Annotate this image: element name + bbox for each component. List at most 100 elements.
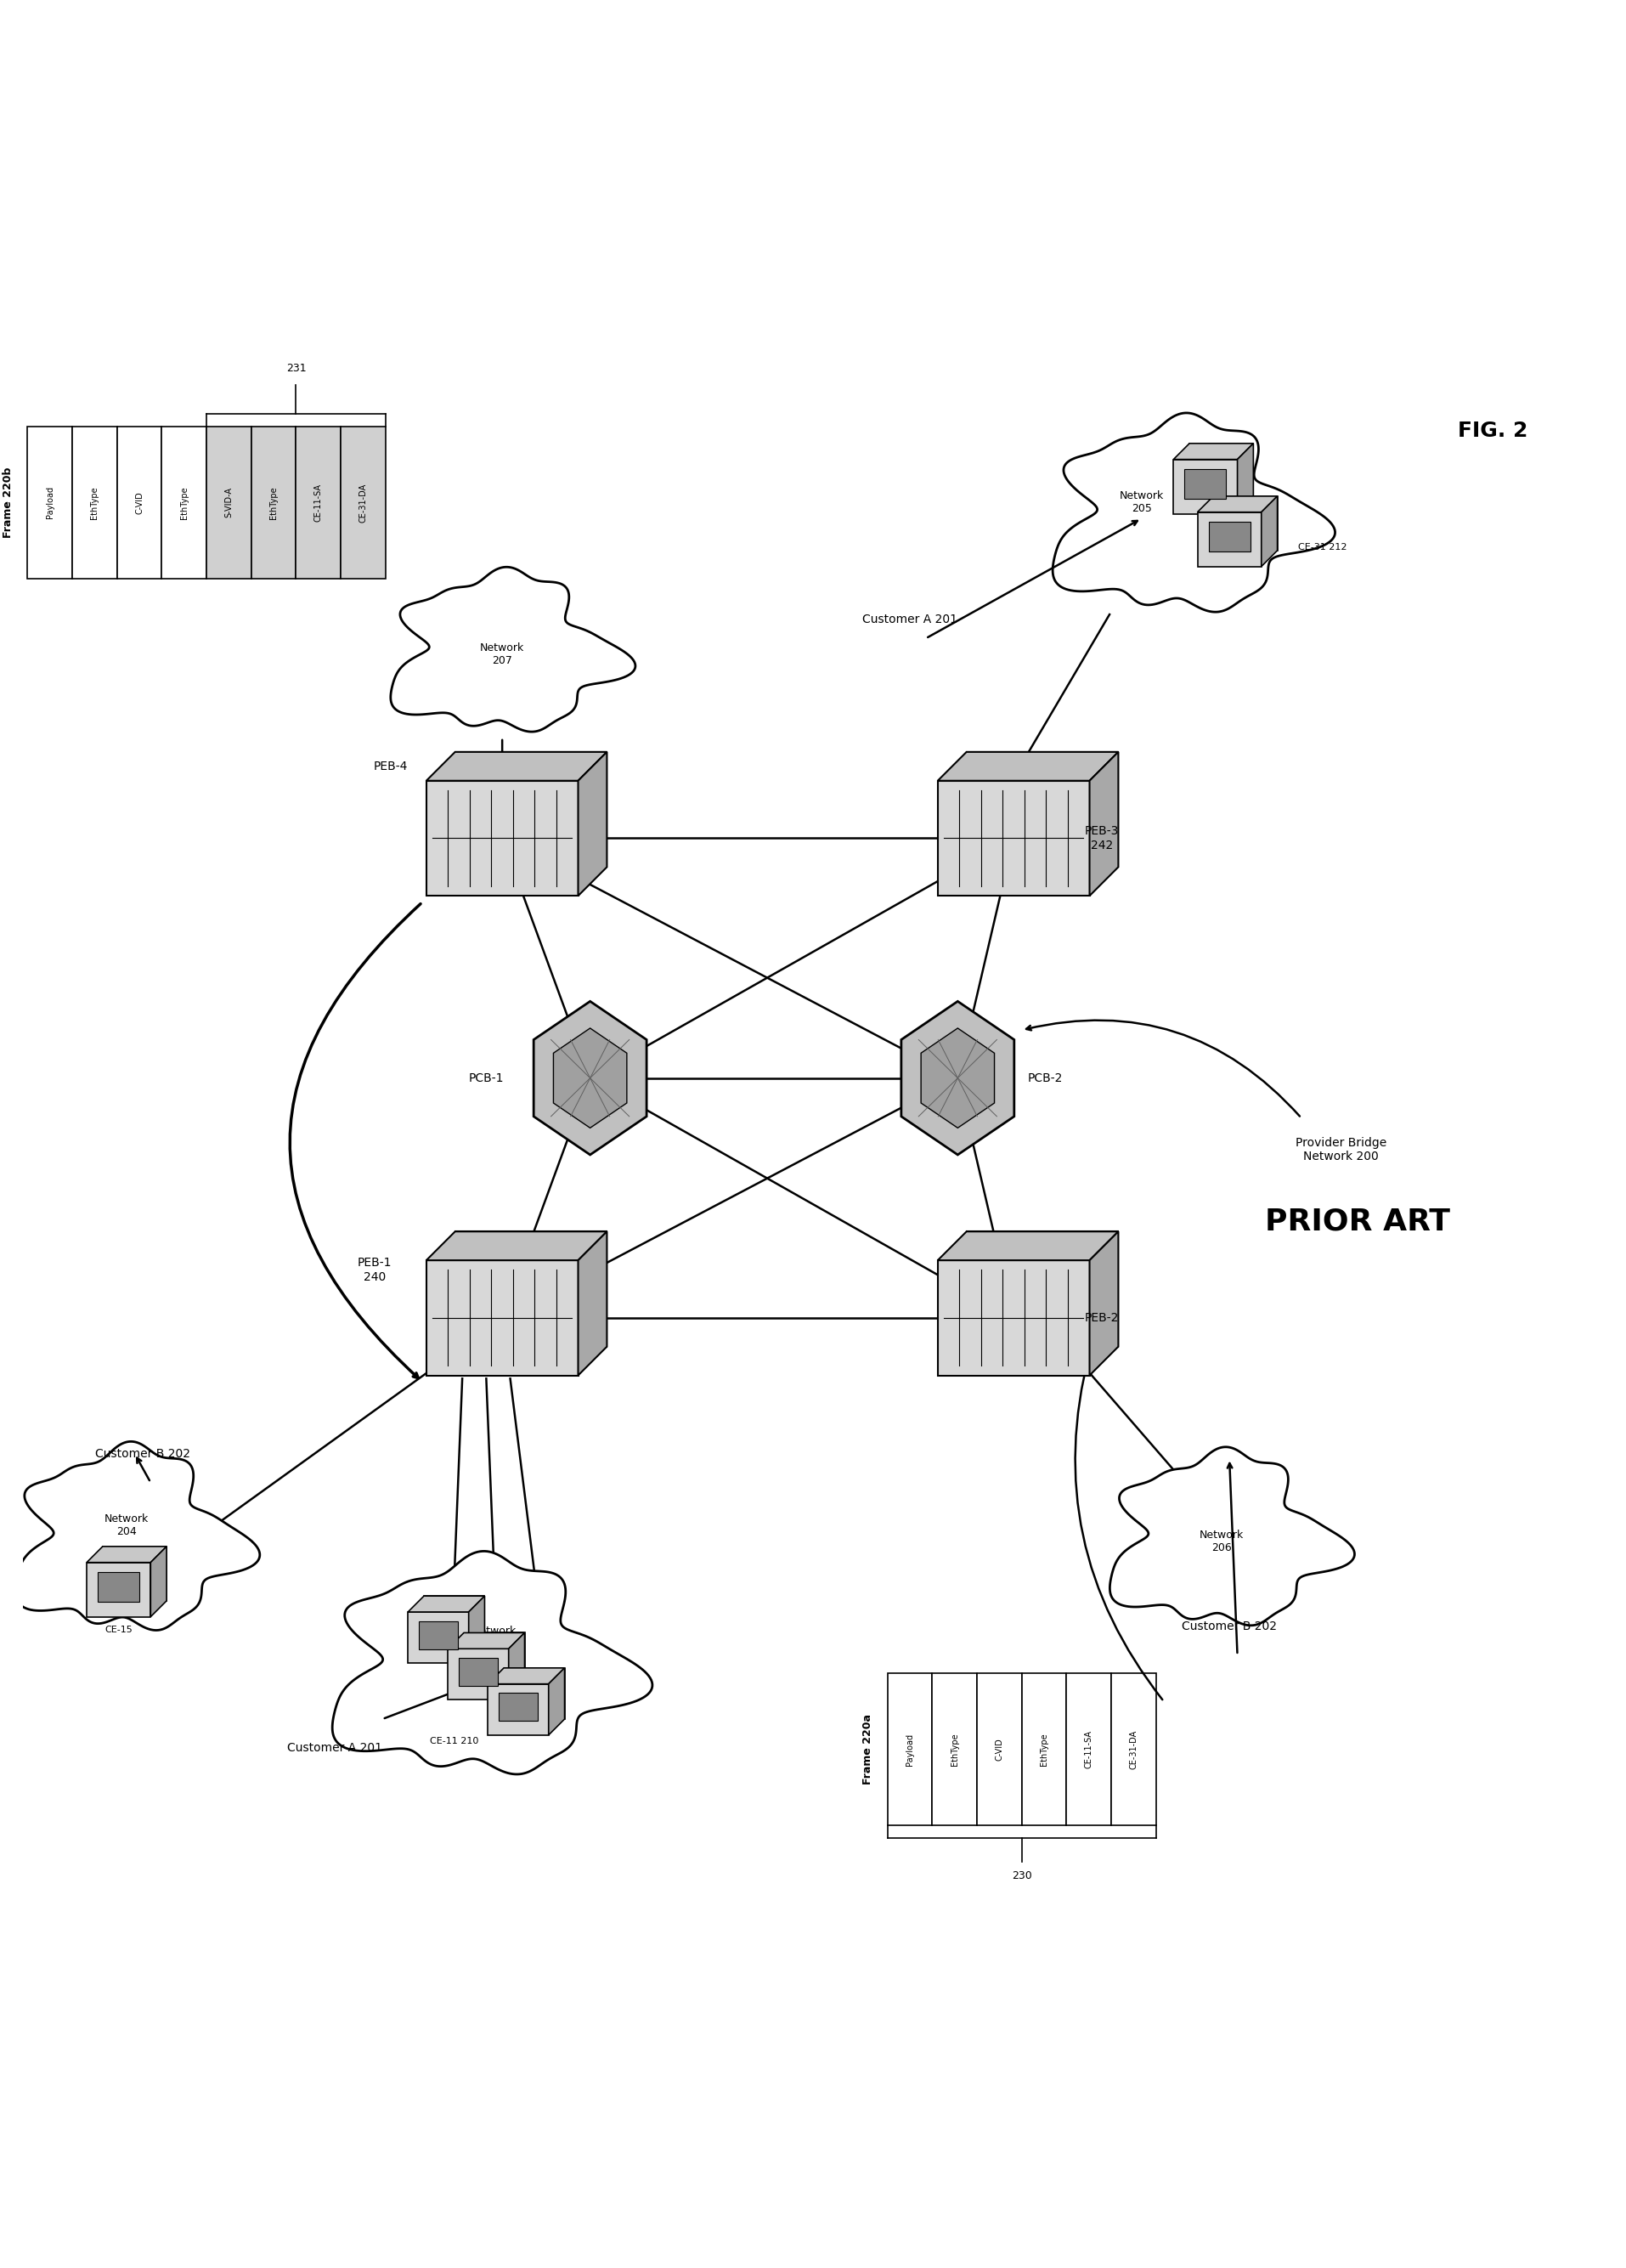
Text: Payload: Payload (46, 485, 54, 519)
FancyBboxPatch shape (1189, 445, 1252, 497)
Text: EthType: EthType (91, 485, 99, 519)
Bar (1065, 1674, 1111, 1826)
Text: Provider Bridge
Network 200: Provider Bridge Network 200 (1294, 1136, 1385, 1163)
Bar (207, 426, 250, 578)
FancyBboxPatch shape (937, 780, 1089, 896)
Text: CE-15: CE-15 (104, 1626, 132, 1633)
Text: Network
207: Network 207 (480, 642, 524, 667)
Polygon shape (390, 567, 636, 733)
Polygon shape (426, 1232, 606, 1261)
Bar (1184, 469, 1226, 499)
Polygon shape (509, 1633, 524, 1701)
Text: 230: 230 (1011, 1871, 1031, 1880)
Text: EthType: EthType (180, 485, 189, 519)
Polygon shape (937, 1232, 1117, 1261)
Bar (932, 1674, 976, 1826)
Text: Customer B 202: Customer B 202 (94, 1447, 190, 1461)
Polygon shape (577, 753, 606, 896)
FancyBboxPatch shape (455, 753, 606, 866)
Polygon shape (426, 753, 606, 780)
Bar (250, 426, 296, 578)
Polygon shape (332, 1551, 652, 1774)
FancyBboxPatch shape (426, 780, 577, 896)
Text: C-VID: C-VID (135, 492, 143, 515)
Polygon shape (901, 1000, 1013, 1154)
Text: S-VID-A: S-VID-A (224, 488, 233, 517)
Text: Customer A 201: Customer A 201 (286, 1742, 382, 1753)
FancyBboxPatch shape (455, 1232, 606, 1347)
Polygon shape (548, 1667, 564, 1735)
Polygon shape (1197, 497, 1276, 513)
FancyBboxPatch shape (937, 1261, 1089, 1374)
Polygon shape (447, 1633, 524, 1649)
Text: CE-31-DA: CE-31-DA (1128, 1730, 1137, 1769)
Text: PEB-2: PEB-2 (1085, 1311, 1119, 1325)
Bar (28, 426, 72, 578)
Text: CE-31 212: CE-31 212 (1298, 542, 1346, 551)
Polygon shape (1089, 1232, 1117, 1374)
Polygon shape (408, 1597, 485, 1613)
FancyBboxPatch shape (966, 753, 1117, 866)
Text: Network
206: Network 206 (1198, 1529, 1242, 1554)
Bar (340, 426, 385, 578)
FancyBboxPatch shape (447, 1649, 509, 1701)
Bar (459, 1658, 498, 1685)
Polygon shape (920, 1027, 993, 1127)
Polygon shape (1260, 497, 1276, 567)
FancyBboxPatch shape (1197, 513, 1260, 567)
Text: Frame 220b: Frame 220b (3, 467, 15, 538)
Text: Frame 220a: Frame 220a (862, 1715, 873, 1785)
Polygon shape (533, 1000, 646, 1154)
Text: CE-11 210: CE-11 210 (429, 1737, 478, 1746)
Text: FIG. 2: FIG. 2 (1457, 420, 1527, 440)
Polygon shape (1172, 445, 1252, 460)
Polygon shape (488, 1667, 564, 1683)
Bar (98, 1572, 140, 1601)
Text: EthType: EthType (270, 485, 278, 519)
FancyBboxPatch shape (408, 1613, 468, 1662)
Polygon shape (1052, 413, 1335, 612)
FancyBboxPatch shape (488, 1683, 548, 1735)
FancyBboxPatch shape (1213, 497, 1276, 551)
Bar (296, 426, 340, 578)
FancyBboxPatch shape (966, 1232, 1117, 1347)
Text: EthType: EthType (950, 1733, 958, 1767)
Bar (72, 426, 117, 578)
Text: Network
204: Network 204 (104, 1513, 148, 1538)
Polygon shape (553, 1027, 626, 1127)
Polygon shape (1109, 1447, 1354, 1626)
FancyBboxPatch shape (463, 1633, 524, 1683)
Polygon shape (1089, 753, 1117, 896)
Text: PEB-1
240: PEB-1 240 (358, 1256, 392, 1284)
Bar (976, 1674, 1021, 1826)
Text: PEB-3
242: PEB-3 242 (1085, 826, 1119, 850)
Text: EthType: EthType (1039, 1733, 1047, 1767)
Text: 231: 231 (286, 363, 306, 374)
Bar (1111, 1674, 1156, 1826)
Text: Customer A 201: Customer A 201 (862, 612, 956, 626)
Polygon shape (15, 1442, 260, 1631)
FancyBboxPatch shape (424, 1597, 485, 1647)
Bar (498, 1692, 538, 1721)
Bar (418, 1622, 459, 1649)
Text: Network
203: Network 203 (472, 1626, 515, 1649)
Polygon shape (577, 1232, 606, 1374)
Text: C-VID: C-VID (995, 1737, 1003, 1760)
Bar (117, 426, 161, 578)
Bar (1021, 1674, 1065, 1826)
Text: CE-11-SA: CE-11-SA (1085, 1730, 1093, 1769)
Text: Payload: Payload (906, 1733, 914, 1767)
Text: PCB-2: PCB-2 (1028, 1073, 1063, 1084)
Polygon shape (151, 1547, 166, 1617)
FancyBboxPatch shape (504, 1667, 564, 1719)
Bar (886, 1674, 932, 1826)
Bar (1208, 522, 1249, 551)
Text: PEB-4: PEB-4 (372, 760, 406, 773)
Polygon shape (86, 1547, 166, 1563)
Text: Network
205: Network 205 (1119, 490, 1163, 515)
Text: Customer B 202: Customer B 202 (1180, 1619, 1276, 1633)
Polygon shape (1237, 445, 1252, 515)
Text: PRIOR ART: PRIOR ART (1263, 1207, 1449, 1236)
Text: CE-31-DA: CE-31-DA (359, 483, 367, 522)
Text: CE-11-SA: CE-11-SA (314, 483, 322, 522)
